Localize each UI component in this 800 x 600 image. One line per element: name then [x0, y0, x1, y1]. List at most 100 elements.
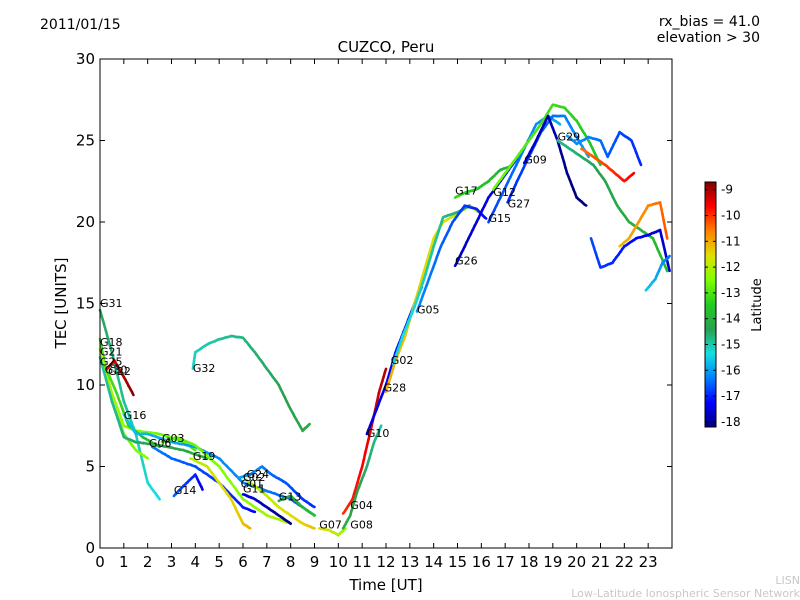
satellite-track-g32 [191, 334, 312, 433]
track-segment [114, 367, 120, 378]
x-tick-label: 9 [310, 553, 320, 571]
x-tick-label: 20 [567, 553, 586, 571]
track-segment [200, 485, 204, 491]
track-segment [104, 378, 110, 388]
satellite-label-g11: G11 [243, 483, 266, 496]
x-tick-label: 4 [191, 553, 201, 571]
track-segment [368, 424, 374, 435]
colorbar-tick-label: -18 [721, 415, 741, 429]
satellite-label-g09: G09 [524, 153, 547, 166]
satellite-label-g15: G15 [489, 212, 512, 225]
satellite-track-g25 [98, 356, 209, 460]
satellite-label-g02: G02 [391, 354, 414, 367]
track-segment [155, 444, 161, 449]
plot-background [100, 59, 672, 548]
satellite-label-g21: G21 [100, 346, 123, 359]
colorbar-tick-label: -9 [721, 183, 733, 197]
satellite-track-g08 [341, 424, 383, 530]
satellite-label-g32: G32 [193, 362, 216, 375]
satellite-track-g13 [277, 494, 316, 517]
satellite-track-g22 [105, 358, 135, 397]
track-segment [483, 216, 488, 220]
x-tick-label: 16 [472, 553, 491, 571]
y-tick-label: 20 [76, 213, 95, 231]
satellite-label-g30: G30 [105, 364, 128, 377]
satellite-label-g10: G10 [367, 427, 390, 440]
x-tick-label: 22 [615, 553, 634, 571]
satellite-track-g24 [236, 465, 316, 509]
track-segment [664, 230, 669, 240]
y-tick-label: 5 [85, 458, 95, 476]
satellite-label-g17: G17 [455, 184, 478, 197]
x-tick-label: 15 [448, 553, 467, 571]
rx-bias-label: rx_bias = 41.0 [658, 14, 760, 30]
satellite-track-g06 [151, 445, 257, 514]
satellite-track-g29 [556, 139, 669, 273]
x-tick-label: 6 [238, 553, 248, 571]
satellite-label-g07: G07 [319, 518, 342, 531]
track-segment [666, 262, 671, 273]
track-segment [106, 337, 112, 347]
satellite-label-g04: G04 [350, 499, 373, 512]
x-tick-label: 12 [376, 553, 395, 571]
satellite-label-g08: G08 [350, 518, 373, 531]
track-segment [630, 171, 636, 176]
colorbar-tick-label: -17 [721, 389, 741, 403]
satellite-label-g12: G12 [493, 186, 516, 199]
track-segment [311, 504, 316, 509]
colorbar-tick-label: -16 [721, 363, 741, 377]
receiver-info: rx_bias = 41.0 elevation > 30 [657, 14, 760, 46]
satellite-label-g05: G05 [417, 303, 440, 316]
track-segment [108, 384, 114, 395]
track-segment [556, 121, 562, 126]
satellite-track-g12 [491, 103, 602, 191]
satellite-label-g29: G29 [558, 131, 581, 144]
track-segment [663, 263, 669, 273]
satellite-track-g14 [172, 473, 204, 498]
colorbar-tick-label: -10 [721, 209, 741, 223]
satellite-track-g05 [415, 204, 488, 313]
satellite-track-s2 [580, 147, 636, 183]
footer-network-name: Low-Latitude Ionospheric Sensor Network [571, 587, 800, 600]
satellite-label-g24: G24 [247, 468, 270, 481]
x-tick-label: 3 [167, 553, 177, 571]
satellite-label-g22: G22 [108, 365, 131, 378]
satellite-label-g25: G25 [100, 355, 123, 368]
track-segment [660, 235, 665, 246]
x-tick-label: 14 [424, 553, 443, 571]
y-axis-label: TEC [UNITS] [52, 258, 70, 350]
colorbar [704, 181, 717, 428]
elevation-label: elevation > 30 [656, 30, 760, 46]
satellite-label-g16: G16 [124, 409, 147, 422]
x-tick-label: 1 [119, 553, 129, 571]
colorbar-tick-label: -14 [721, 312, 741, 326]
satellite-label-g01: G01 [241, 478, 264, 491]
track-segment [142, 465, 147, 477]
y-tick-label: 10 [76, 376, 95, 394]
satellite-label-g31: G31 [100, 297, 123, 310]
track-segment [130, 390, 135, 397]
satellite-track-g03 [160, 435, 293, 525]
satellite-track-g09 [522, 114, 588, 207]
satellite-label-g02: G02 [243, 471, 266, 484]
track-segment [102, 370, 108, 381]
track-segment [638, 159, 643, 167]
satellite-track-s1 [565, 130, 643, 167]
track-segment [287, 520, 293, 526]
x-tick-label: 5 [214, 553, 224, 571]
y-tick-label: 30 [76, 50, 95, 68]
track-segment [311, 526, 316, 530]
satellite-track-s5 [644, 254, 671, 292]
track-segment [144, 455, 149, 460]
track-segment [100, 354, 106, 366]
track-segment [378, 424, 383, 430]
x-tick-label: 2 [143, 553, 153, 571]
track-segment [667, 254, 671, 259]
satellite-label-g28: G28 [384, 382, 407, 395]
track-segment [363, 444, 369, 455]
track-segment [128, 416, 134, 425]
footer-acronym: LISN [775, 574, 800, 587]
track-segment [192, 447, 197, 452]
track-segment [311, 512, 316, 517]
